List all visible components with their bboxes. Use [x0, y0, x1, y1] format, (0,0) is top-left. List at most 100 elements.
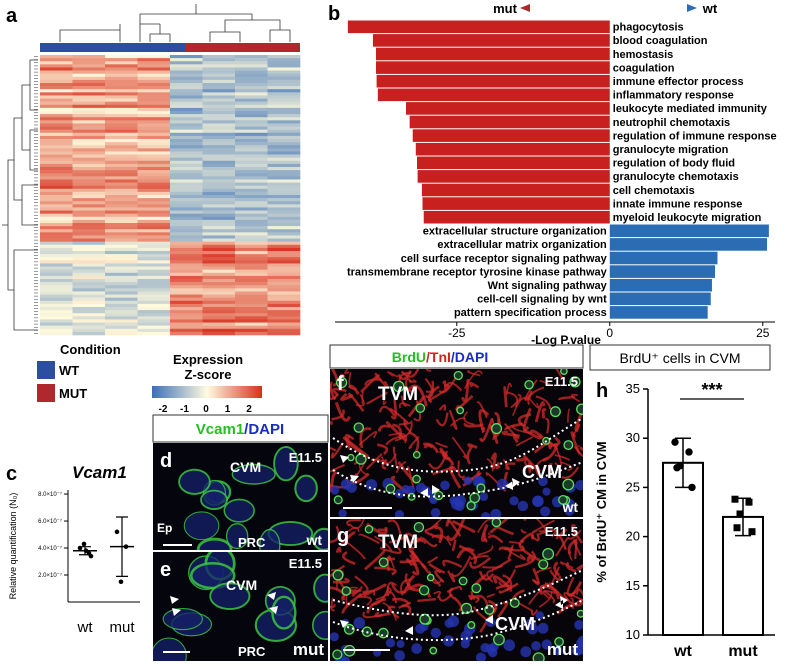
heat-cell	[170, 70, 203, 74]
heat-cell	[105, 101, 138, 106]
brdu-nucleus	[476, 483, 486, 493]
legend-label: MUT	[59, 386, 87, 401]
legend-label: mut	[493, 1, 518, 16]
nucleus	[447, 615, 460, 628]
fiber	[407, 395, 425, 418]
heat-cell	[267, 198, 301, 202]
heat-cell	[137, 325, 171, 330]
heat-cell	[235, 139, 268, 143]
heat-cell	[40, 83, 73, 87]
brdu-nucleus	[491, 423, 503, 435]
heat-cell	[235, 114, 268, 118]
heat-cell	[40, 86, 73, 90]
heat-cell	[72, 297, 106, 302]
heat-cell	[267, 160, 301, 165]
nucleus	[574, 619, 583, 630]
heat-cell	[267, 55, 301, 59]
heat-cell	[170, 310, 203, 314]
heat-cell	[72, 157, 106, 162]
heat-cell	[137, 275, 171, 280]
heat-cell	[72, 260, 106, 264]
heat-cell	[105, 170, 138, 174]
heat-cell	[40, 79, 73, 84]
heat-cell	[267, 129, 301, 134]
heat-cell	[235, 95, 268, 99]
heat-cell	[267, 235, 301, 239]
heat-cell	[170, 300, 203, 305]
heat-cell	[105, 145, 138, 149]
boundary-line	[332, 417, 584, 498]
heat-cell	[72, 107, 106, 112]
heat-cell	[235, 129, 268, 134]
heat-cell	[202, 313, 236, 317]
heat-cell	[267, 126, 301, 130]
heat-cell	[267, 310, 301, 314]
fiber	[571, 393, 580, 403]
cell	[311, 610, 328, 641]
arrow-head	[520, 4, 530, 12]
heat-cell	[40, 238, 73, 242]
fiber	[351, 585, 363, 597]
fiber	[486, 569, 494, 583]
heat-cell	[105, 251, 138, 255]
fiber	[522, 428, 543, 440]
fiber	[482, 532, 488, 543]
heat-cell	[235, 232, 268, 236]
heat-cell	[105, 216, 138, 221]
cell	[225, 523, 249, 550]
panel-label: a	[6, 5, 18, 27]
fiber	[538, 591, 553, 608]
heat-cell	[170, 76, 203, 81]
heat-cell	[202, 76, 236, 81]
fiber	[330, 603, 336, 609]
heat-cell	[72, 92, 106, 96]
stage-label: E11.5	[545, 374, 578, 389]
data-point	[114, 529, 120, 535]
nucleus	[475, 652, 486, 661]
heat-cell	[40, 182, 73, 186]
bar-label: cell chemotaxis	[613, 185, 695, 197]
heat-cell	[105, 303, 138, 308]
heat-cell	[137, 92, 171, 96]
heat-cell	[105, 272, 138, 277]
heat-cell	[137, 173, 171, 177]
brdu-nucleus	[576, 609, 583, 618]
fiber	[480, 427, 486, 434]
fiber	[522, 407, 532, 432]
heat-cell	[235, 204, 268, 208]
fiber	[438, 593, 453, 602]
heat-cell	[40, 235, 73, 239]
heat-cell	[137, 58, 171, 62]
nucleus	[490, 508, 502, 517]
heat-cell	[137, 126, 171, 130]
heat-cell	[105, 204, 138, 208]
heat-cell	[72, 132, 106, 137]
heat-cell	[105, 241, 138, 246]
heat-cell	[202, 148, 236, 152]
fiber	[433, 590, 441, 599]
heat-cell	[235, 207, 268, 211]
heat-cell	[40, 160, 73, 165]
heat-cell	[72, 279, 106, 283]
heat-cell	[170, 167, 203, 171]
fiber	[505, 462, 516, 471]
heat-cell	[137, 235, 171, 239]
bar-label: immune effector process	[613, 76, 744, 88]
bar	[347, 20, 610, 34]
heat-cell	[72, 303, 106, 308]
fiber	[574, 598, 583, 607]
nucleus	[460, 639, 470, 649]
fiber	[359, 427, 372, 449]
heat-cell	[235, 55, 268, 59]
heat-cell	[40, 300, 73, 305]
heat-cell	[105, 176, 138, 180]
heat-cell	[40, 173, 73, 177]
heat-cell	[267, 157, 301, 162]
heat-cell	[137, 201, 171, 205]
heat-cell	[202, 272, 236, 277]
brdu-nucleus	[569, 376, 581, 388]
fiber	[400, 395, 408, 407]
heat-cell	[72, 163, 106, 168]
heat-cell	[72, 176, 106, 180]
heat-cell	[137, 294, 171, 298]
